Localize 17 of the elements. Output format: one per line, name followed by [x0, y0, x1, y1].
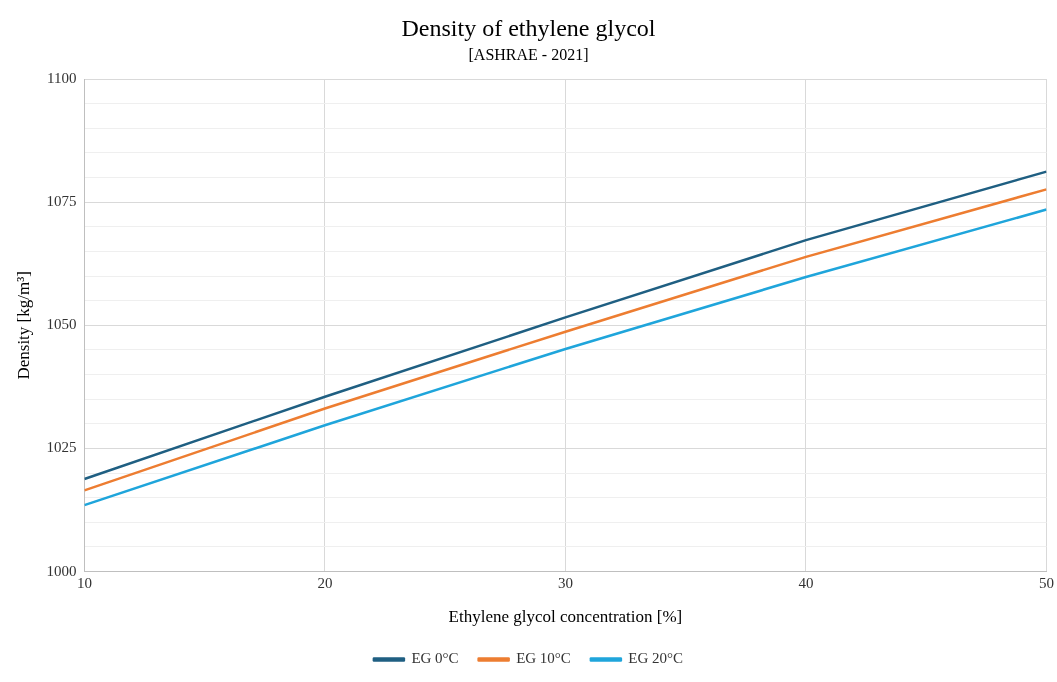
y-tick-label: 1000: [46, 562, 77, 579]
legend-label: EG 20°C: [628, 650, 684, 667]
legend-label: EG 10°C: [516, 650, 571, 667]
chart-title: Density of ethylene glycol: [401, 14, 656, 41]
x-tick-label: 40: [798, 574, 814, 591]
y-tick-label: 1050: [46, 316, 77, 333]
y-tick-label: 1100: [46, 69, 77, 86]
y-axis-title: Density [kg/m³]: [13, 271, 33, 380]
x-tick-label: 50: [1039, 574, 1054, 591]
x-tick-label: 10: [76, 574, 92, 591]
y-tick-label: 1075: [46, 193, 77, 210]
y-tick-label: 1025: [46, 439, 77, 456]
legend-label: EG 0°C: [411, 650, 459, 667]
x-tick-label: 30: [557, 574, 573, 591]
x-tick-label: 20: [317, 574, 333, 591]
x-axis-title: Ethylene glycol concentration [%]: [448, 607, 683, 627]
chart-subtitle: [ASHRAE - 2021]: [468, 45, 589, 63]
